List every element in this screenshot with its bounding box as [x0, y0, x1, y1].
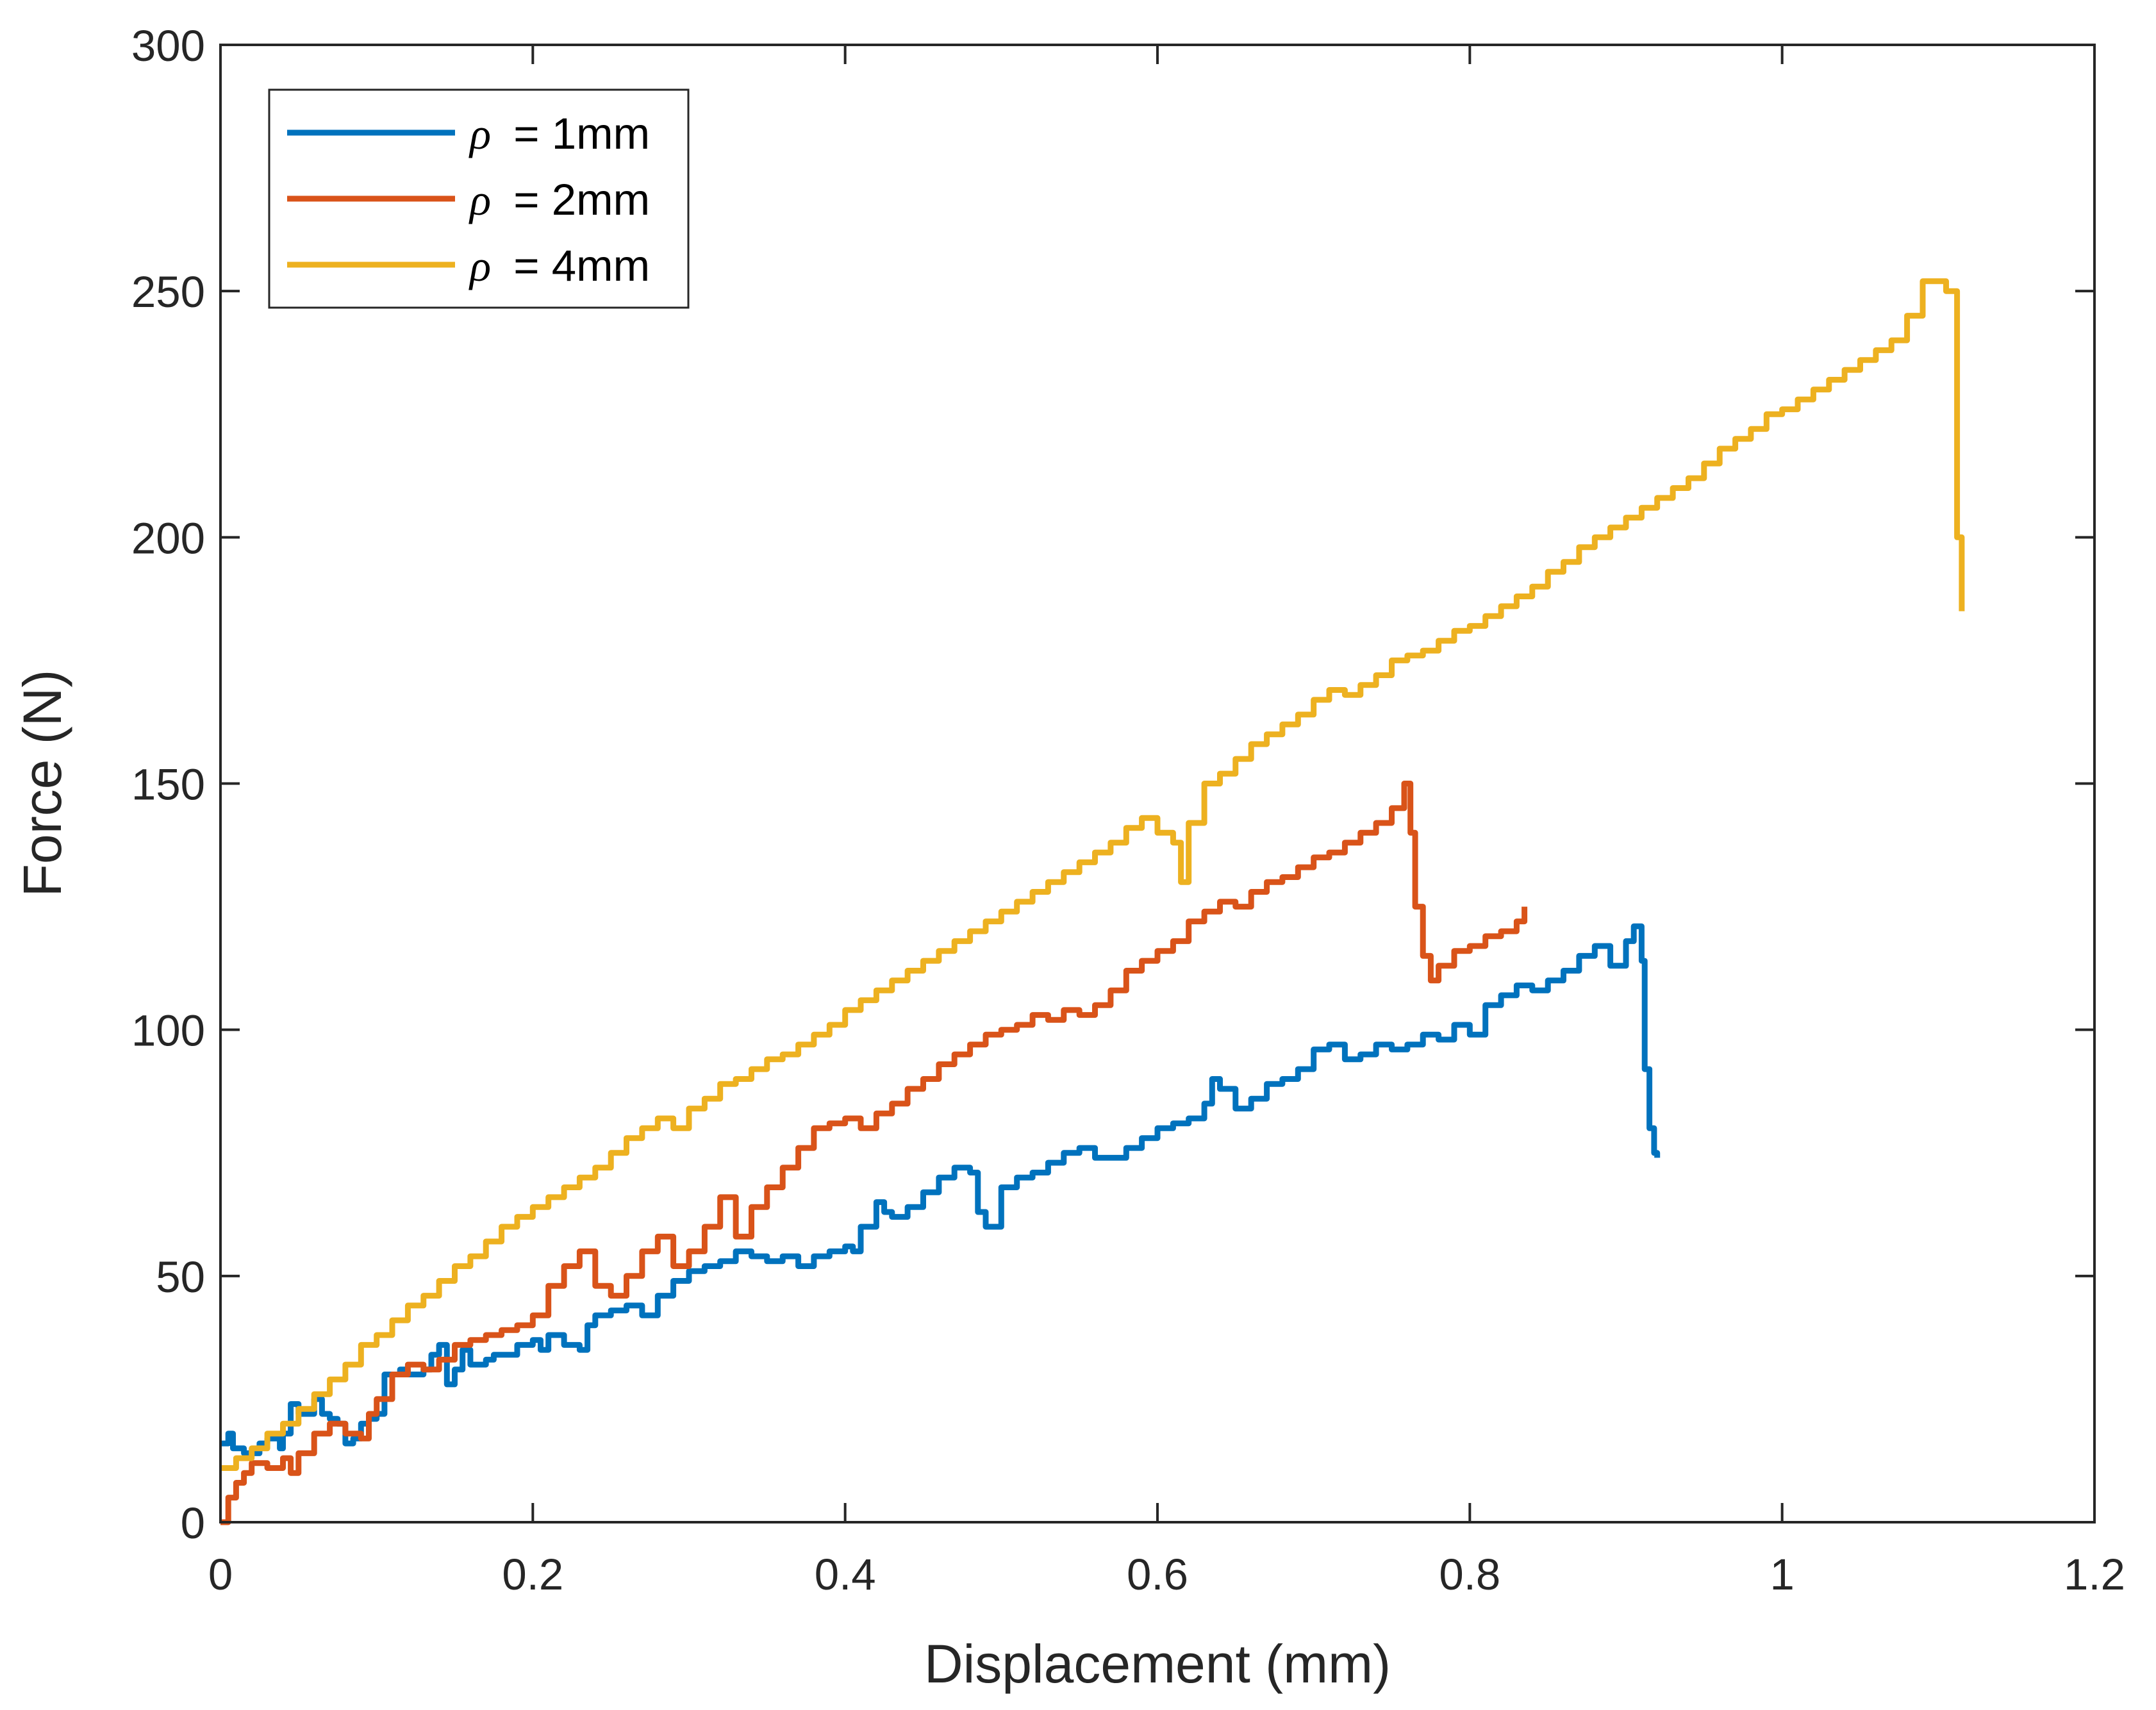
series-layer [220, 278, 1965, 1525]
x-tick-label: 0.4 [815, 1550, 876, 1599]
legend-value-rho-4mm: = 4mm [513, 241, 650, 290]
y-tick-label: 100 [131, 1006, 205, 1056]
legend-label-rho-2mm: ρ = 2mm [469, 175, 650, 224]
legend-value-rho-2mm: = 2mm [513, 175, 650, 224]
x-tick-label: 0.8 [1439, 1550, 1500, 1599]
y-tick-label: 150 [131, 760, 205, 809]
x-tick-label: 1.2 [2064, 1550, 2125, 1599]
legend-symbol-rho-4mm: ρ [469, 242, 491, 290]
x-tick-label: 0.6 [1127, 1550, 1188, 1599]
series-line-rho-2mm [220, 781, 1528, 1525]
legend: ρ = 1mm ρ = 2mm ρ = 4mm [268, 88, 690, 309]
ticks-layer: 0 0.2 0.4 0.6 0.8 1 1.2 0 50 100 150 200 250 300 [131, 21, 2125, 1599]
legend-value-rho-1mm: = 1mm [513, 109, 650, 158]
series-line-rho-4mm [220, 278, 1965, 1471]
y-axis-title: Force (N) [12, 670, 72, 897]
legend-symbol-rho-1mm: ρ [469, 110, 491, 158]
x-tick-label: 0 [208, 1550, 233, 1599]
legend-label-rho-1mm: ρ = 1mm [469, 109, 650, 158]
x-tick-label: 0.2 [502, 1550, 563, 1599]
x-axis-title: Displacement (mm) [924, 1634, 1391, 1694]
y-tick-label: 250 [131, 267, 205, 317]
y-tick-label: 200 [131, 513, 205, 563]
legend-symbol-rho-2mm: ρ [469, 176, 491, 224]
y-tick-label: 50 [156, 1252, 205, 1302]
x-tick-label: 1 [1770, 1550, 1794, 1599]
legend-label-rho-4mm: ρ = 4mm [469, 241, 650, 290]
y-tick-label: 0 [181, 1498, 205, 1548]
y-tick-label: 300 [131, 21, 205, 71]
